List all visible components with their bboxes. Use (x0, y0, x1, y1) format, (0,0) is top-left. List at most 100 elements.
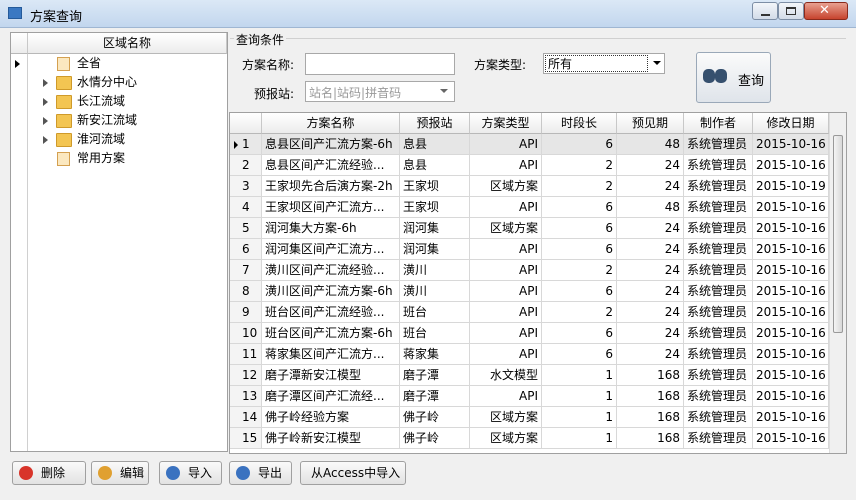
grid-cell[interactable]: 系统管理员 (684, 197, 753, 218)
grid-cell[interactable]: 168 (617, 407, 684, 428)
minimize-button[interactable] (752, 2, 778, 20)
grid-cell[interactable]: 系统管理员 (684, 218, 753, 239)
tree-node[interactable]: 全省 (77, 56, 102, 70)
grid-cell[interactable]: API (470, 134, 542, 155)
grid-cell[interactable]: 班台 (400, 323, 470, 344)
column-header[interactable]: 预见期 (617, 113, 684, 134)
grid-cell[interactable]: 6 (542, 218, 617, 239)
grid-cell[interactable]: 2015-10-16 (753, 302, 829, 323)
toolbar-button[interactable]: 从Access中导入 (300, 461, 406, 485)
search-button[interactable]: 查询 (696, 52, 771, 103)
grid-cell[interactable]: 6 (542, 134, 617, 155)
grid-cell[interactable]: 王家坝 (400, 176, 470, 197)
grid-cell[interactable]: 潢川 (400, 281, 470, 302)
grid-cell[interactable]: API (470, 197, 542, 218)
toolbar-button[interactable]: 导出 (229, 461, 292, 485)
grid-cell[interactable]: 2015-10-16 (753, 344, 829, 365)
grid-cell[interactable]: 佛子岭 (400, 428, 470, 449)
grid-cell[interactable]: 息县区间产汇流方案-6h (262, 134, 400, 155)
grid-cell[interactable]: 磨子潭新安江模型 (262, 365, 400, 386)
grid-cell[interactable]: 班台区间产汇流方案-6h (262, 323, 400, 344)
grid-cell[interactable]: 2 (542, 302, 617, 323)
grid-cell[interactable]: 蒋家集 (400, 344, 470, 365)
grid-cell[interactable]: 24 (617, 218, 684, 239)
grid-cell[interactable]: 系统管理员 (684, 260, 753, 281)
scroll-thumb[interactable] (833, 135, 843, 333)
grid-cell[interactable]: 系统管理员 (684, 302, 753, 323)
grid-cell[interactable]: API (470, 239, 542, 260)
toolbar-button[interactable]: 删除 (12, 461, 86, 485)
maximize-button[interactable] (778, 2, 804, 20)
grid-cell[interactable]: 潢川 (400, 260, 470, 281)
grid-cell[interactable]: 系统管理员 (684, 407, 753, 428)
grid-cell[interactable]: 168 (617, 365, 684, 386)
grid-cell[interactable]: 2015-10-16 (753, 386, 829, 407)
grid-cell[interactable]: 2015-10-16 (753, 260, 829, 281)
tree-node[interactable]: 长江流域 (77, 94, 126, 108)
grid-cell[interactable]: 潢川区间产汇流经验... (262, 260, 400, 281)
grid-cell[interactable]: API (470, 281, 542, 302)
column-header[interactable]: 修改日期 (753, 113, 829, 134)
grid-cell[interactable]: 班台 (400, 302, 470, 323)
grid-cell[interactable]: 磨子潭 (400, 386, 470, 407)
grid-cell[interactable]: 6 (542, 344, 617, 365)
grid-cell[interactable]: 24 (617, 323, 684, 344)
grid-cell[interactable]: 1 (542, 386, 617, 407)
grid-cell[interactable]: 2015-10-16 (753, 365, 829, 386)
grid-cell[interactable]: 系统管理员 (684, 386, 753, 407)
grid-cell[interactable]: 2015-10-16 (753, 281, 829, 302)
grid-cell[interactable]: 王家坝先合后演方案-2h (262, 176, 400, 197)
grid-cell[interactable]: 2 (542, 176, 617, 197)
close-button[interactable]: ✕ (804, 2, 848, 20)
grid-cell[interactable]: 24 (617, 281, 684, 302)
grid-cell[interactable]: 潢川区间产汇流方案-6h (262, 281, 400, 302)
grid-cell[interactable]: 2015-10-16 (753, 407, 829, 428)
name-input[interactable] (305, 53, 455, 75)
grid-cell[interactable]: 润河集 (400, 218, 470, 239)
grid-cell[interactable]: 蒋家集区间产汇流方... (262, 344, 400, 365)
grid-cell[interactable]: API (470, 386, 542, 407)
grid-cell[interactable]: API (470, 344, 542, 365)
grid-cell[interactable]: 2015-10-16 (753, 428, 829, 449)
tree-node[interactable]: 水情分中心 (77, 75, 138, 89)
grid-cell[interactable]: 1 (542, 428, 617, 449)
grid-cell[interactable]: 168 (617, 428, 684, 449)
grid-cell[interactable]: 48 (617, 197, 684, 218)
grid-cell[interactable]: 区域方案 (470, 407, 542, 428)
grid-cell[interactable]: 24 (617, 239, 684, 260)
grid-cell[interactable]: 48 (617, 134, 684, 155)
expander[interactable] (43, 136, 48, 144)
grid-cell[interactable]: 系统管理员 (684, 155, 753, 176)
grid-cell[interactable]: 系统管理员 (684, 239, 753, 260)
grid-cell[interactable]: 2015-10-16 (753, 197, 829, 218)
grid-cell[interactable]: 佛子岭经验方案 (262, 407, 400, 428)
tree-node[interactable]: 常用方案 (77, 151, 126, 165)
grid-cell[interactable]: 6 (542, 281, 617, 302)
grid-cell[interactable]: 2015-10-16 (753, 155, 829, 176)
grid-cell[interactable]: API (470, 302, 542, 323)
station-input[interactable]: 站名|站码|拼音码 (305, 81, 455, 102)
grid-cell[interactable]: 168 (617, 386, 684, 407)
grid-cell[interactable]: 班台区间产汇流经验... (262, 302, 400, 323)
grid-cell[interactable]: 佛子岭新安江模型 (262, 428, 400, 449)
grid-cell[interactable]: 2 (542, 155, 617, 176)
grid-cell[interactable]: API (470, 155, 542, 176)
grid-cell[interactable]: 系统管理员 (684, 365, 753, 386)
grid-cell[interactable]: 王家坝区间产汇流方... (262, 197, 400, 218)
grid-cell[interactable]: 6 (542, 323, 617, 344)
grid-cell[interactable]: 1 (542, 407, 617, 428)
grid-cell[interactable]: 系统管理员 (684, 134, 753, 155)
tree-node[interactable]: 淮河流域 (77, 132, 126, 146)
grid-cell[interactable]: 24 (617, 260, 684, 281)
toolbar-button[interactable]: 导入 (159, 461, 222, 485)
grid-cell[interactable]: 6 (542, 239, 617, 260)
grid-cell[interactable]: 佛子岭 (400, 407, 470, 428)
grid-cell[interactable]: 2015-10-16 (753, 218, 829, 239)
grid-cell[interactable]: 息县区间产汇流经验... (262, 155, 400, 176)
grid-cell[interactable]: 磨子潭区间产汇流经... (262, 386, 400, 407)
expander[interactable] (43, 117, 48, 125)
type-select[interactable]: 所有 (543, 53, 665, 74)
grid-cell[interactable]: 区域方案 (470, 176, 542, 197)
grid-cell[interactable]: 润河集 (400, 239, 470, 260)
grid-cell[interactable]: 24 (617, 344, 684, 365)
